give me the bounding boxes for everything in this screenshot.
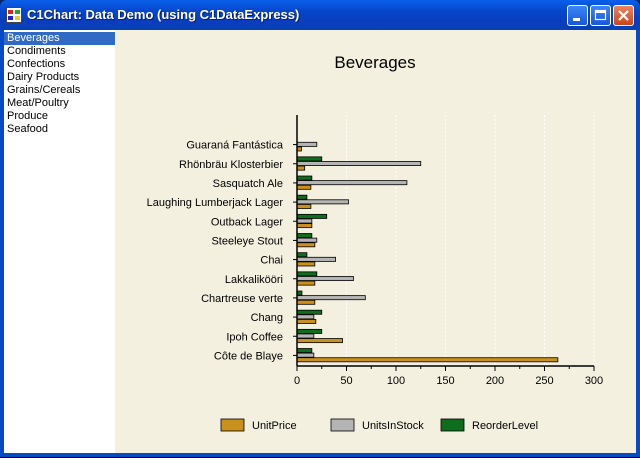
y-tick-label: Chartreuse verte: [201, 293, 283, 305]
window-frame-bottom: [0, 453, 640, 457]
minimize-button[interactable]: [567, 5, 588, 26]
window-frame-left: [0, 30, 4, 457]
bar-unitprice: [296, 184, 312, 190]
x-tick-label: 100: [387, 375, 405, 387]
bar-unitprice: [296, 242, 316, 248]
y-tick-label: Chang: [251, 312, 283, 324]
bar-reorderlevel: [296, 252, 308, 258]
y-tick-label: Lakkalikööri: [225, 274, 283, 286]
bar-unitsinstock: [296, 199, 349, 205]
x-tick-label: 0: [294, 375, 300, 387]
y-tick-label: Laughing Lumberjack Lager: [147, 197, 284, 209]
bar-reorderlevel: [296, 156, 323, 162]
x-tick-label: 50: [340, 375, 352, 387]
bar-unitsinstock: [296, 295, 366, 301]
list-item[interactable]: Confections: [7, 58, 66, 70]
x-tick-label: 150: [436, 375, 454, 387]
y-tick-label: Outback Lager: [211, 216, 283, 228]
legend-label: ReorderLevel: [472, 420, 538, 432]
close-button[interactable]: [613, 5, 634, 26]
legend-swatch: [330, 418, 355, 432]
bar-unitsinstock: [296, 141, 318, 147]
chart-title: Beverages: [334, 53, 415, 72]
bar-unitsinstock: [296, 256, 337, 262]
minimize-icon: [573, 18, 580, 21]
bar-unitsinstock: [296, 333, 315, 339]
legend-label: UnitsInStock: [362, 420, 424, 432]
bar-unitprice: [296, 165, 306, 171]
category-listbox[interactable]: Beverages Condiments Confections Dairy Prod…: [4, 30, 115, 453]
bar-unitsinstock: [296, 237, 318, 243]
bar-unitprice: [296, 223, 313, 229]
list-item[interactable]: Dairy Products: [7, 71, 80, 83]
y-tick-label: Sasquatch Ale: [213, 178, 283, 190]
y-tick-label: Ipoh Coffee: [226, 331, 283, 343]
bar-unitsinstock: [296, 276, 354, 281]
window-title: C1Chart: Data Demo (using C1DataExpress): [27, 7, 300, 22]
bar-unitprice: [296, 338, 343, 344]
chart-area: Beverages Guaraná Fantástica Rhönbräu Klos…: [115, 30, 636, 453]
legend-swatch: [440, 418, 465, 432]
bar-chart: Beverages Guaraná Fantástica Rhönbräu Klos…: [147, 53, 604, 432]
list-item[interactable]: Grains/Cereals: [7, 84, 81, 96]
bar-reorderlevel: [296, 348, 313, 354]
y-tick-label: Chai: [260, 255, 283, 267]
bar-unitsinstock: [296, 218, 313, 224]
window-frame-right: [636, 30, 640, 457]
y-tick-label: Côte de Blaye: [214, 350, 283, 362]
bar-reorderlevel: [296, 213, 328, 219]
x-tick-label: 200: [486, 375, 504, 387]
y-tick-label: Guaraná Fantástica: [186, 140, 283, 152]
bar-unitprice: [296, 318, 317, 324]
bar-reorderlevel: [296, 175, 313, 181]
x-tick-label: 250: [535, 375, 553, 387]
bar-reorderlevel: [296, 194, 308, 200]
maximize-button[interactable]: [590, 5, 611, 26]
bar-unitprice: [296, 203, 312, 209]
maximize-icon: [594, 9, 607, 21]
title-bar[interactable]: C1Chart: Data Demo (using C1DataExpress): [0, 0, 640, 30]
bar-unitsinstock: [296, 314, 315, 320]
bar-unitprice: [296, 299, 316, 305]
list-item[interactable]: Meat/Poultry: [7, 97, 69, 109]
y-tick-label: Rhönbräu Klosterbier: [179, 159, 283, 171]
bar-unitsinstock: [296, 180, 408, 186]
list-item[interactable]: Condiments: [7, 45, 66, 57]
app-icon: [6, 7, 22, 23]
legend-swatch: [220, 418, 245, 432]
x-tick-label: 300: [585, 375, 603, 387]
list-item[interactable]: Produce: [7, 110, 48, 122]
y-tick-label: Steeleye Stout: [211, 235, 283, 247]
bar-unitsinstock: [296, 352, 315, 358]
bar-unitprice: [296, 357, 559, 363]
close-icon: [618, 10, 629, 21]
bar-reorderlevel: [296, 309, 323, 315]
legend-label: UnitPrice: [252, 420, 297, 432]
list-item[interactable]: Beverages: [4, 32, 115, 45]
bar-unitprice: [296, 280, 316, 286]
bar-reorderlevel: [296, 328, 323, 334]
bar-unitsinstock: [296, 161, 422, 166]
client-area: Beverages Condiments Confections Dairy Prod…: [4, 30, 636, 453]
list-item[interactable]: Seafood: [7, 123, 48, 135]
bar-reorderlevel: [296, 271, 318, 277]
bar-reorderlevel: [296, 233, 313, 239]
bar-unitprice: [296, 261, 316, 267]
